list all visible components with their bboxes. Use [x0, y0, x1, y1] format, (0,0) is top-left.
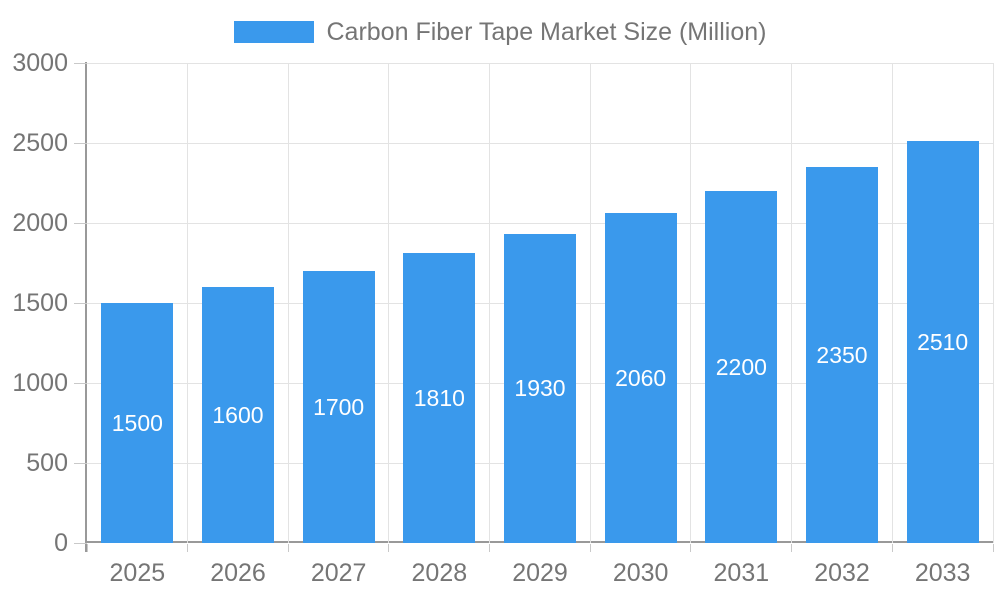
y-tick-mark: [74, 142, 87, 144]
bar-value-label: 2060: [615, 364, 667, 391]
x-tick-mark: [589, 544, 591, 552]
bar-value-label: 2350: [816, 341, 868, 368]
y-tick-label: 2500: [12, 129, 68, 157]
y-tick-mark: [74, 462, 87, 464]
vertical-gridline: [791, 63, 793, 543]
bar: 1930: [504, 234, 576, 543]
bar-value-label: 2200: [715, 353, 767, 380]
y-tick-mark: [74, 302, 87, 304]
vertical-gridline: [388, 63, 390, 543]
bar-value-label: 1930: [514, 375, 566, 402]
y-tick-label: 1500: [12, 289, 68, 317]
horizontal-gridline: [87, 143, 993, 144]
x-tick-label: 2026: [210, 559, 266, 587]
y-tick-mark: [74, 382, 87, 384]
bar: 1500: [101, 303, 174, 543]
bar-value-label: 1810: [413, 384, 465, 411]
x-tick-label: 2028: [411, 559, 468, 587]
bar-value-label: 1600: [212, 401, 264, 428]
x-tick-mark: [86, 544, 88, 552]
x-tick-label: 2032: [814, 559, 870, 587]
vertical-gridline: [489, 63, 491, 543]
bar-value-label: 1500: [111, 409, 163, 436]
x-tick-label: 2033: [914, 559, 971, 587]
plot-area: 1500 1600 1700 1810 1930 2060 2200 2350 2510: [74, 62, 994, 552]
horizontal-gridline: [87, 63, 993, 64]
y-tick-mark: [74, 62, 87, 64]
bar: 1810: [403, 253, 476, 543]
vertical-gridline: [992, 63, 994, 543]
y-tick-label: 500: [26, 449, 68, 477]
vertical-gridline: [690, 63, 692, 543]
legend: Carbon Fiber Tape Market Size (Million): [0, 19, 1000, 45]
legend-label: Carbon Fiber Tape Market Size (Million): [326, 18, 767, 46]
bar-value-label: 1700: [313, 393, 365, 420]
x-tick-label: 2025: [109, 559, 166, 587]
legend-swatch: [233, 21, 314, 43]
y-tick-label: 3000: [12, 49, 68, 77]
vertical-gridline: [187, 63, 189, 543]
x-tick-mark: [690, 544, 692, 552]
x-tick-mark: [287, 544, 289, 552]
horizontal-gridline: [87, 223, 993, 225]
x-tick-label: 2030: [612, 559, 669, 587]
y-tick-label: 0: [54, 529, 68, 557]
bar: 2350: [806, 167, 878, 543]
bar-value-label: 2510: [917, 328, 969, 355]
y-tick-mark: [74, 222, 87, 224]
x-tick-label: 2027: [310, 559, 367, 587]
vertical-gridline: [589, 63, 591, 543]
bar: 2200: [705, 191, 778, 543]
x-tick-mark: [388, 544, 390, 552]
x-tick-mark: [791, 544, 793, 552]
x-tick-mark: [489, 544, 491, 552]
bar: 1600: [201, 287, 274, 543]
vertical-gridline: [287, 63, 289, 543]
x-tick-mark: [891, 544, 893, 552]
x-tick-mark: [992, 544, 994, 552]
x-tick-label: 2029: [512, 559, 568, 587]
vertical-gridline: [891, 63, 893, 543]
y-tick-label: 2000: [12, 209, 68, 237]
y-tick-mark: [74, 542, 87, 544]
x-tick-mark: [187, 544, 189, 552]
bar: 1700: [302, 271, 375, 543]
y-tick-label: 1000: [12, 369, 68, 397]
x-tick-label: 2031: [713, 559, 770, 587]
bar: 2510: [906, 141, 979, 543]
y-axis-line: [85, 62, 87, 552]
bar: 2060: [604, 213, 677, 543]
